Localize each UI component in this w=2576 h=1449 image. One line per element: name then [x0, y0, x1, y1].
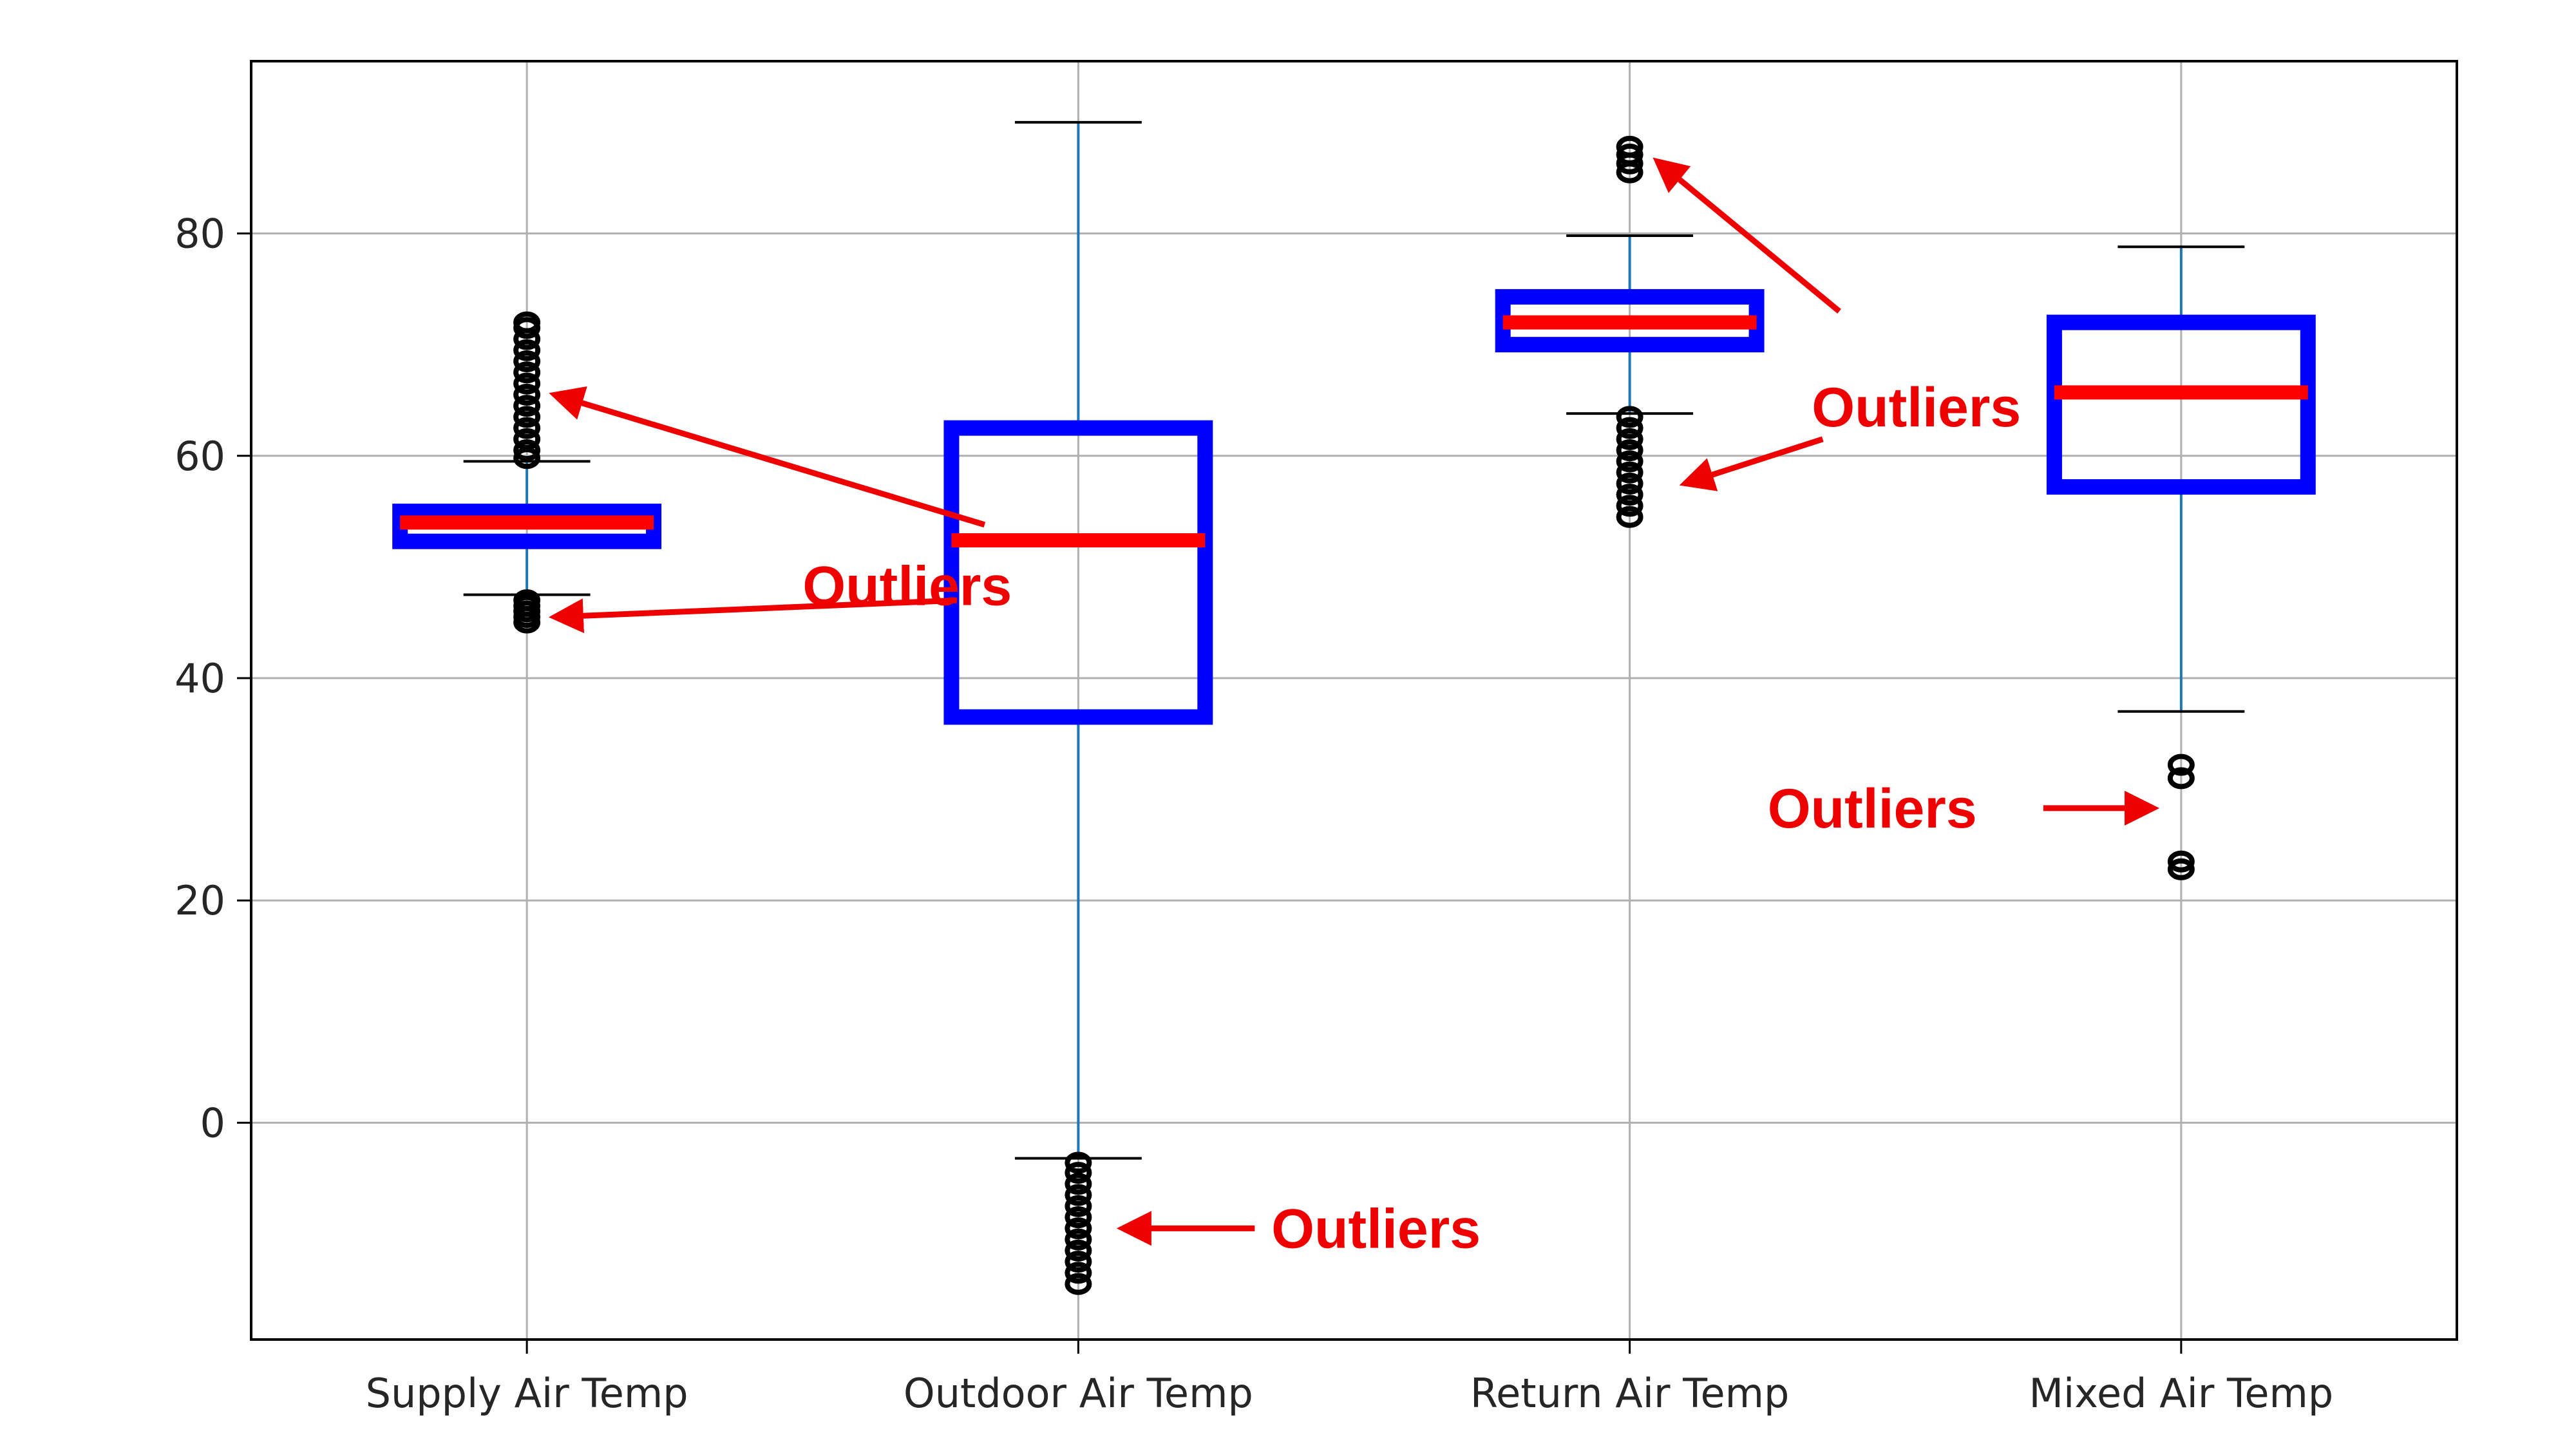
annotation-arrow	[1653, 157, 1841, 314]
grid-lines	[251, 61, 2457, 1340]
outlier-point	[513, 311, 541, 334]
annotation-label: Outliers	[1768, 778, 1977, 840]
annotations: Outliers Outliers Outliers Outliers	[548, 157, 2160, 1260]
outlier-point	[1616, 472, 1643, 495]
outlier-point	[513, 372, 541, 395]
outlier-point	[1065, 1173, 1092, 1195]
outlier-point	[513, 395, 541, 417]
outlier-point	[1065, 1262, 1092, 1284]
outlier-point	[2167, 850, 2195, 873]
annotation-label: Outliers	[1271, 1198, 1481, 1260]
outlier-point	[1616, 406, 1643, 428]
outlier-point	[1616, 428, 1643, 450]
outlier-point	[1065, 1273, 1092, 1295]
outlier-point	[513, 339, 541, 361]
plot-frame	[250, 60, 2458, 1341]
annotation-label: Outliers	[1812, 377, 2021, 439]
outlier-point	[1616, 495, 1643, 517]
outlier-point	[513, 417, 541, 439]
outlier-point	[513, 383, 541, 406]
outlier-point	[1065, 1162, 1092, 1184]
box-plots	[392, 120, 2316, 1295]
x-tick-label: Supply Air Temp	[366, 1370, 688, 1417]
iqr-box	[2046, 314, 2316, 495]
x-tick-label: Outdoor Air Temp	[904, 1370, 1253, 1417]
annotation-arrow	[548, 597, 958, 634]
outlier-point	[513, 589, 541, 612]
outlier-point	[1616, 143, 1643, 166]
outlier-point	[1616, 417, 1643, 439]
annotation-label: Outliers	[802, 556, 1012, 618]
outlier-point	[1616, 461, 1643, 484]
x-tick-label: Mixed Air Temp	[2029, 1370, 2333, 1417]
outlier-point	[1616, 439, 1643, 462]
outlier-point	[513, 428, 541, 450]
outlier-point	[1065, 1151, 1092, 1174]
outlier-point	[513, 350, 541, 373]
outlier-point	[1065, 1195, 1092, 1217]
outlier-point	[513, 439, 541, 462]
outlier-point	[1065, 1206, 1092, 1229]
outlier-point	[1065, 1217, 1092, 1240]
tick-labels: 0 20 40 60 80 Supply Air Temp Outdoor Air Temp…	[175, 211, 2333, 1417]
outlier-point	[513, 406, 541, 428]
outlier-point	[1616, 450, 1643, 473]
y-tick-label: 60	[175, 433, 225, 480]
y-tick-label: 20	[175, 877, 225, 924]
y-tick-label: 0	[200, 1099, 225, 1146]
annotation-arrow	[1679, 436, 1824, 491]
outlier-point	[1065, 1239, 1092, 1262]
outlier-point	[1616, 506, 1643, 528]
outlier-point	[513, 361, 541, 384]
iqr-box	[943, 420, 1213, 725]
outlier-point	[1616, 135, 1643, 158]
outlier-point	[1065, 1228, 1092, 1251]
annotation-arrow	[549, 386, 986, 528]
outlier-point	[2167, 767, 2195, 790]
outlier-point	[1616, 484, 1643, 506]
y-tick-label: 40	[175, 655, 225, 702]
outlier-point	[2167, 753, 2195, 776]
y-tick-label: 80	[175, 211, 225, 258]
x-tick-label: Return Air Temp	[1470, 1370, 1790, 1417]
outlier-point	[2167, 858, 2195, 880]
outlier-point	[1065, 1251, 1092, 1273]
outlier-point	[1065, 1184, 1092, 1206]
